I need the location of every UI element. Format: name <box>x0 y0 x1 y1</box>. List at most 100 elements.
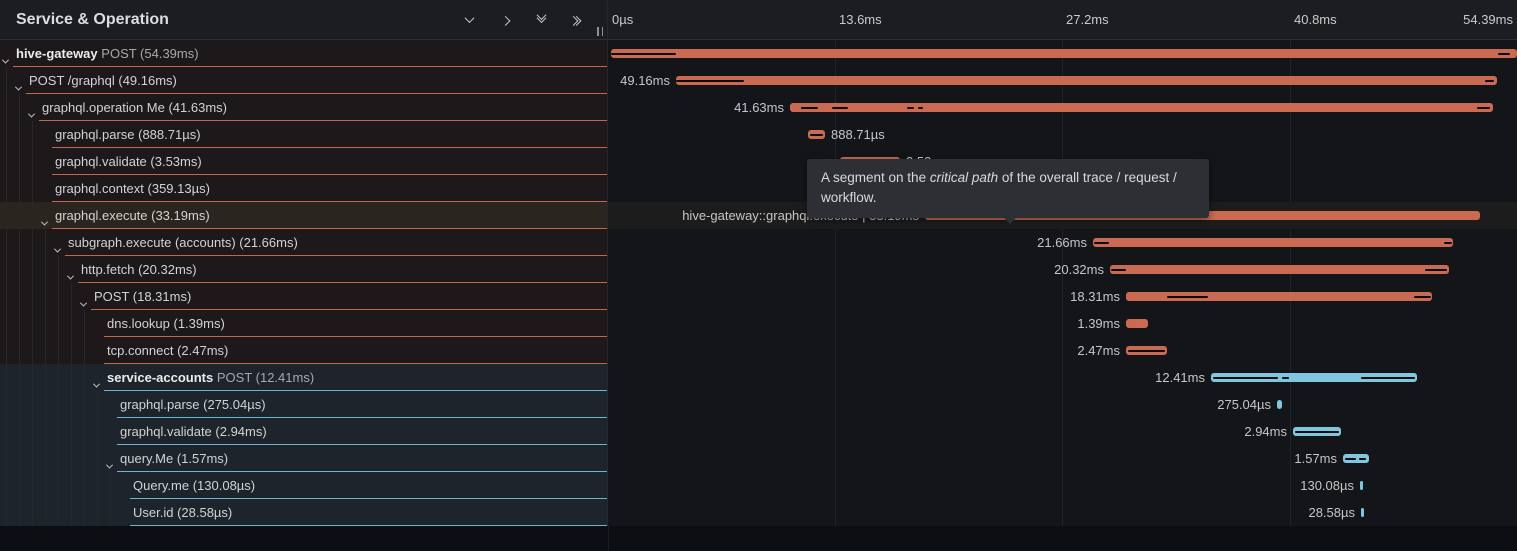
span-duration-bar[interactable] <box>1343 454 1369 463</box>
span-tree-row[interactable]: graphql.operation Me (41.63ms) <box>0 94 607 121</box>
timeline-ruler[interactable]: 0µs 13.6ms 27.2ms 40.8ms 54.39ms <box>608 0 1517 39</box>
indent-guide <box>6 310 7 337</box>
indent-guide <box>45 472 46 499</box>
span-duration-bar[interactable] <box>676 76 1497 85</box>
span-tree-row[interactable]: POST (18.31ms) <box>0 283 607 310</box>
span-bar-row[interactable]: 18.31ms <box>608 283 1517 310</box>
span-tree-row[interactable]: User.id (28.58µs) <box>0 499 607 526</box>
indent-guide <box>97 445 98 472</box>
critical-path-segment[interactable] <box>810 133 823 136</box>
span-bar-row[interactable]: 1.57ms <box>608 445 1517 472</box>
span-bar-row[interactable]: 21.66ms <box>608 229 1517 256</box>
span-duration-bar[interactable] <box>1126 319 1148 328</box>
span-bar-row[interactable]: 130.08µs <box>608 472 1517 499</box>
indent-guide <box>6 121 7 148</box>
critical-path-segment[interactable] <box>1094 241 1109 244</box>
indent-guide <box>32 175 33 202</box>
critical-path-segment[interactable] <box>918 106 923 109</box>
expand-all-icon[interactable] <box>568 12 585 28</box>
span-bar-row[interactable]: 2.47ms <box>608 337 1517 364</box>
span-duration-label: 1.57ms <box>1294 451 1337 466</box>
indent-guide <box>84 310 85 337</box>
span-tree-row[interactable]: graphql.validate (2.94ms) <box>0 418 607 445</box>
span-duration-label: 12.41ms <box>1155 370 1205 385</box>
indent-guide <box>19 391 20 418</box>
critical-path-segment[interactable] <box>1128 349 1165 352</box>
expand-one-icon[interactable] <box>497 12 513 28</box>
critical-path-segment[interactable] <box>1213 376 1278 379</box>
critical-path-segment[interactable] <box>832 106 848 109</box>
indent-guide <box>6 256 7 283</box>
indent-guide <box>32 418 33 445</box>
span-tree-row[interactable]: graphql.parse (888.71µs) <box>0 121 607 148</box>
service-name: hive-gateway <box>16 46 98 61</box>
critical-path-segment[interactable] <box>1477 106 1490 109</box>
indent-guide <box>19 472 20 499</box>
indent-guide <box>110 499 111 526</box>
span-duration-bar[interactable] <box>1110 265 1449 274</box>
column-resize-handle[interactable] <box>597 27 603 36</box>
span-tree-row[interactable]: http.fetch (20.32ms) <box>0 256 607 283</box>
critical-path-segment[interactable] <box>1361 376 1415 379</box>
timeline-gridline <box>835 40 836 526</box>
indent-guide <box>19 418 20 445</box>
span-tree-row[interactable]: Query.me (130.08µs) <box>0 472 607 499</box>
critical-path-segment[interactable] <box>1111 268 1126 271</box>
span-tree-row[interactable]: subgraph.execute (accounts) (21.66ms) <box>0 229 607 256</box>
span-duration-label: 21.66ms <box>1037 235 1087 250</box>
critical-path-segment[interactable] <box>907 106 914 109</box>
collapse-all-icon[interactable] <box>461 12 477 28</box>
span-tree-row[interactable]: POST /graphql (49.16ms) <box>0 67 607 94</box>
span-duration-bar[interactable] <box>1360 481 1363 490</box>
critical-path-segment[interactable] <box>1485 79 1494 82</box>
critical-path-segment[interactable] <box>801 106 818 109</box>
span-bar-row[interactable]: 12.41ms <box>608 364 1517 391</box>
span-duration-bar[interactable] <box>1211 373 1417 382</box>
row-divider <box>78 282 607 283</box>
critical-path-segment[interactable] <box>611 52 676 55</box>
span-tree-row[interactable]: graphql.context (359.13µs) <box>0 175 607 202</box>
span-tree-row[interactable]: hive-gateway POST (54.39ms) <box>0 40 607 67</box>
span-bar-row[interactable]: 28.58µs <box>608 499 1517 526</box>
critical-path-segment[interactable] <box>1295 430 1339 433</box>
indent-guide <box>45 418 46 445</box>
critical-path-segment[interactable] <box>1359 457 1366 460</box>
span-tree-row[interactable]: graphql.validate (3.53ms) <box>0 148 607 175</box>
critical-path-segment[interactable] <box>1444 241 1452 244</box>
span-bar-row[interactable]: 275.04µs <box>608 391 1517 418</box>
critical-path-segment[interactable] <box>1345 457 1356 460</box>
span-bar-row[interactable]: 41.63ms <box>608 94 1517 121</box>
span-tree-row[interactable]: service-accounts POST (12.41ms) <box>0 364 607 391</box>
span-bar-row[interactable]: 2.94ms <box>608 418 1517 445</box>
timeline-tick: 0µs <box>612 12 634 27</box>
span-bar-row[interactable] <box>608 40 1517 67</box>
critical-path-segment[interactable] <box>1414 295 1431 298</box>
indent-guide <box>97 472 98 499</box>
indent-guide <box>32 283 33 310</box>
span-bar-row[interactable]: 1.39ms <box>608 310 1517 337</box>
critical-path-segment[interactable] <box>1425 268 1447 271</box>
row-divider <box>104 336 607 337</box>
indent-guide <box>32 148 33 175</box>
critical-path-segment[interactable] <box>676 79 744 82</box>
span-duration-bar[interactable] <box>1277 400 1282 409</box>
span-duration-bar[interactable] <box>611 49 1517 58</box>
span-tree: hive-gateway POST (54.39ms) POST /graphql… <box>0 40 608 526</box>
indent-guide <box>19 310 20 337</box>
critical-path-segment[interactable] <box>1282 376 1289 379</box>
span-duration-bar[interactable] <box>1126 292 1432 301</box>
span-tree-row[interactable]: graphql.execute (33.19ms) <box>0 202 607 229</box>
span-tree-row[interactable]: graphql.parse (275.04µs) <box>0 391 607 418</box>
critical-path-segment[interactable] <box>1498 52 1510 55</box>
span-tree-row[interactable]: tcp.connect (2.47ms) <box>0 337 607 364</box>
span-bar-row[interactable]: 20.32ms <box>608 256 1517 283</box>
span-duration-bar[interactable] <box>1093 238 1453 247</box>
critical-path-segment[interactable] <box>1167 295 1208 298</box>
collapse-one-icon[interactable] <box>533 9 549 28</box>
span-bar-row[interactable]: 888.71µs <box>608 121 1517 148</box>
span-bar-row[interactable]: 49.16ms <box>608 67 1517 94</box>
span-duration-bar[interactable] <box>1361 508 1364 517</box>
span-tree-row[interactable]: query.Me (1.57ms) <box>0 445 607 472</box>
span-duration-bar[interactable] <box>790 103 1493 112</box>
span-tree-row[interactable]: dns.lookup (1.39ms) <box>0 310 607 337</box>
